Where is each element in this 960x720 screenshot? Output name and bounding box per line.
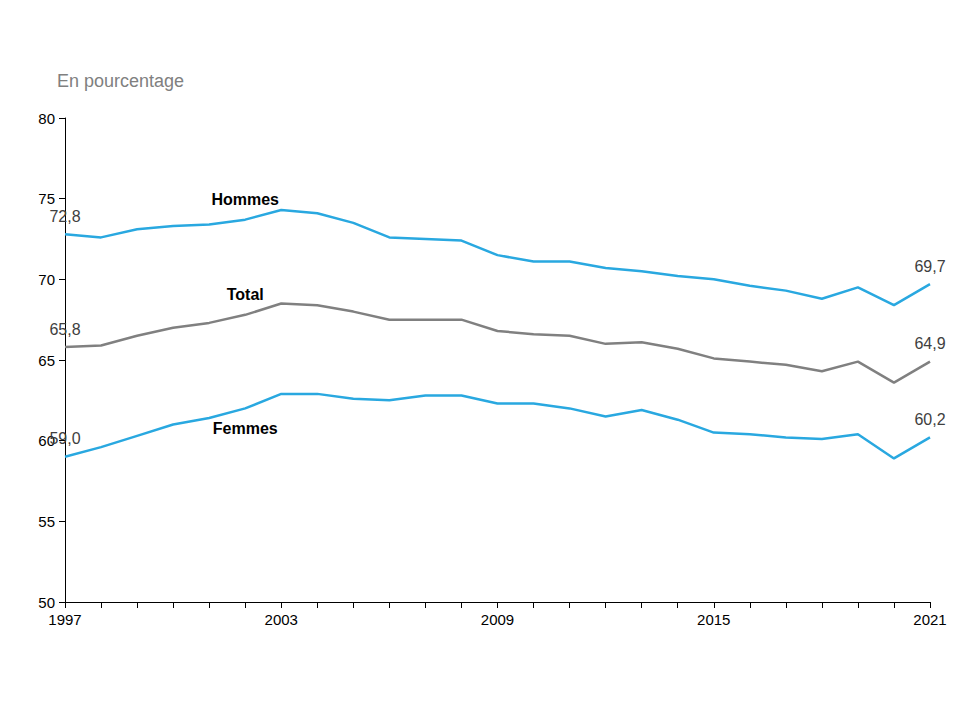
svg-text:Total: Total [227, 286, 264, 303]
svg-text:2003: 2003 [265, 611, 298, 628]
svg-text:80: 80 [38, 110, 55, 127]
svg-text:En pourcentage: En pourcentage [57, 71, 184, 91]
svg-text:75: 75 [38, 190, 55, 207]
svg-text:59,0: 59,0 [49, 430, 80, 447]
svg-text:2009: 2009 [481, 611, 514, 628]
svg-text:2015: 2015 [697, 611, 730, 628]
svg-text:64,9: 64,9 [914, 335, 945, 352]
svg-text:70: 70 [38, 271, 55, 288]
svg-text:60,2: 60,2 [914, 411, 945, 428]
svg-text:50: 50 [38, 594, 55, 611]
svg-text:60: 60 [38, 432, 55, 450]
svg-text:65,8: 65,8 [49, 321, 80, 338]
svg-text:69,7: 69,7 [914, 258, 945, 275]
svg-text:Hommes: Hommes [211, 191, 279, 208]
svg-text:65: 65 [38, 352, 55, 369]
svg-text:1997: 1997 [48, 611, 81, 628]
svg-text:72,8: 72,8 [49, 208, 80, 225]
svg-text:55: 55 [38, 513, 55, 530]
svg-text:Femmes: Femmes [213, 420, 278, 437]
svg-text:2021: 2021 [913, 611, 946, 628]
